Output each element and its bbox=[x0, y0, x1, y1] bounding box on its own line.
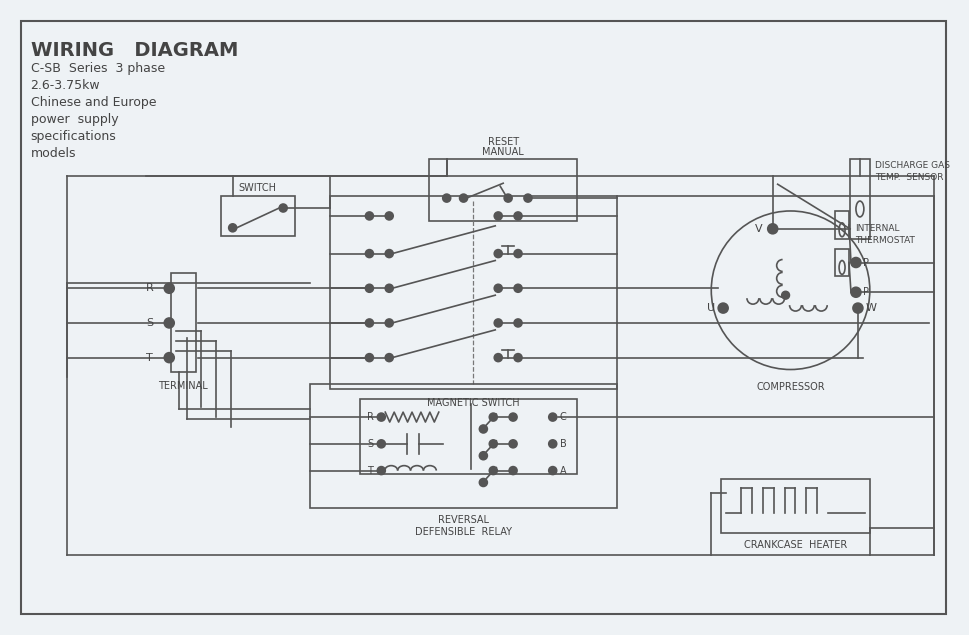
Circle shape bbox=[164, 352, 174, 363]
Text: A: A bbox=[559, 465, 566, 476]
Circle shape bbox=[514, 319, 521, 327]
Circle shape bbox=[164, 318, 174, 328]
Circle shape bbox=[852, 303, 862, 313]
Circle shape bbox=[494, 284, 502, 292]
Text: R: R bbox=[145, 283, 153, 293]
Circle shape bbox=[494, 250, 502, 258]
Circle shape bbox=[479, 425, 486, 433]
Bar bbox=[834, 211, 848, 239]
Text: THERMOSTAT: THERMOSTAT bbox=[854, 236, 914, 245]
Circle shape bbox=[781, 291, 789, 299]
Bar bbox=[849, 159, 869, 239]
Circle shape bbox=[509, 440, 516, 448]
Circle shape bbox=[514, 250, 521, 258]
Text: S: S bbox=[145, 318, 153, 328]
Circle shape bbox=[494, 212, 502, 220]
Circle shape bbox=[523, 194, 531, 202]
Text: W: W bbox=[865, 303, 876, 313]
Text: REVERSAL: REVERSAL bbox=[438, 515, 488, 525]
Circle shape bbox=[488, 467, 497, 474]
Text: CRANKCASE  HEATER: CRANKCASE HEATER bbox=[743, 540, 846, 550]
Text: TEMP.  SENSOR: TEMP. SENSOR bbox=[874, 173, 942, 182]
Text: S: S bbox=[367, 439, 373, 449]
Circle shape bbox=[488, 413, 497, 421]
Circle shape bbox=[494, 319, 502, 327]
Circle shape bbox=[365, 354, 373, 361]
Circle shape bbox=[514, 284, 521, 292]
Circle shape bbox=[385, 212, 392, 220]
Circle shape bbox=[459, 194, 467, 202]
Text: models: models bbox=[30, 147, 76, 159]
Circle shape bbox=[850, 258, 860, 267]
Circle shape bbox=[229, 224, 236, 232]
Text: V: V bbox=[754, 224, 762, 234]
Bar bbox=[720, 479, 869, 533]
Circle shape bbox=[385, 354, 392, 361]
Circle shape bbox=[377, 467, 385, 474]
Circle shape bbox=[279, 204, 287, 212]
Circle shape bbox=[850, 287, 860, 297]
Bar bbox=[172, 274, 196, 373]
Bar bbox=[221, 196, 295, 236]
Circle shape bbox=[479, 451, 486, 460]
Text: SWITCH: SWITCH bbox=[238, 183, 276, 193]
Text: U: U bbox=[706, 303, 715, 313]
Circle shape bbox=[514, 212, 521, 220]
Text: COMPRESSOR: COMPRESSOR bbox=[756, 382, 824, 392]
Text: 2.6-3.75kw: 2.6-3.75kw bbox=[30, 79, 100, 92]
Text: WIRING   DIAGRAM: WIRING DIAGRAM bbox=[30, 41, 237, 60]
Text: MANUAL: MANUAL bbox=[482, 147, 523, 156]
Circle shape bbox=[717, 303, 728, 313]
Text: C-SB  Series  3 phase: C-SB Series 3 phase bbox=[30, 62, 165, 76]
Text: B: B bbox=[559, 439, 566, 449]
Text: C: C bbox=[559, 412, 566, 422]
Text: RESET: RESET bbox=[487, 137, 518, 147]
Text: MAGNETIC SWITCH: MAGNETIC SWITCH bbox=[426, 398, 519, 408]
Circle shape bbox=[377, 440, 385, 448]
Text: TERMINAL: TERMINAL bbox=[158, 382, 207, 391]
Circle shape bbox=[164, 283, 174, 293]
Text: Chinese and Europe: Chinese and Europe bbox=[30, 96, 156, 109]
Circle shape bbox=[766, 224, 777, 234]
Circle shape bbox=[504, 194, 512, 202]
Text: DEFENSIBLE  RELAY: DEFENSIBLE RELAY bbox=[415, 527, 512, 537]
Text: P: P bbox=[862, 287, 868, 297]
Circle shape bbox=[365, 319, 373, 327]
Circle shape bbox=[509, 467, 516, 474]
Circle shape bbox=[488, 440, 497, 448]
Bar bbox=[310, 384, 616, 508]
Circle shape bbox=[548, 413, 556, 421]
Text: specifications: specifications bbox=[30, 130, 116, 143]
Circle shape bbox=[377, 413, 385, 421]
Circle shape bbox=[442, 194, 451, 202]
Circle shape bbox=[479, 479, 486, 486]
Circle shape bbox=[385, 284, 392, 292]
Circle shape bbox=[548, 467, 556, 474]
Text: power  supply: power supply bbox=[30, 113, 118, 126]
Bar bbox=[359, 399, 577, 474]
Circle shape bbox=[365, 250, 373, 258]
Text: DISCHARGE GAS: DISCHARGE GAS bbox=[874, 161, 949, 170]
Text: R: R bbox=[367, 412, 374, 422]
Circle shape bbox=[365, 284, 373, 292]
Text: T: T bbox=[146, 352, 153, 363]
Circle shape bbox=[365, 212, 373, 220]
Circle shape bbox=[514, 354, 521, 361]
Circle shape bbox=[509, 413, 516, 421]
Text: INTERNAL: INTERNAL bbox=[854, 224, 898, 233]
Text: T: T bbox=[367, 465, 373, 476]
Circle shape bbox=[385, 319, 392, 327]
Circle shape bbox=[385, 250, 392, 258]
Bar bbox=[834, 249, 848, 276]
Circle shape bbox=[494, 354, 502, 361]
Bar bbox=[329, 196, 616, 389]
Bar bbox=[428, 159, 577, 221]
Text: P: P bbox=[862, 258, 868, 267]
Circle shape bbox=[548, 440, 556, 448]
